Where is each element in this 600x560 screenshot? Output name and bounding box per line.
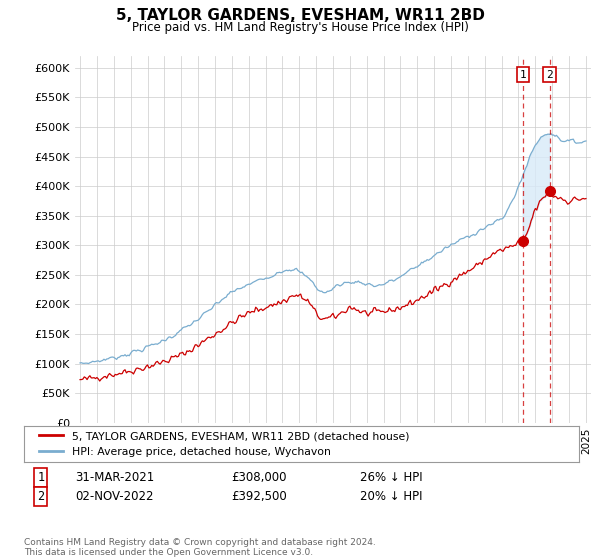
Text: 31-MAR-2021: 31-MAR-2021 bbox=[75, 470, 154, 484]
Text: Price paid vs. HM Land Registry's House Price Index (HPI): Price paid vs. HM Land Registry's House … bbox=[131, 21, 469, 34]
Text: £308,000: £308,000 bbox=[231, 470, 287, 484]
Text: 2: 2 bbox=[546, 69, 553, 80]
Text: 1: 1 bbox=[37, 470, 44, 484]
Text: 1: 1 bbox=[520, 69, 526, 80]
Text: 02-NOV-2022: 02-NOV-2022 bbox=[75, 490, 154, 503]
Legend: 5, TAYLOR GARDENS, EVESHAM, WR11 2BD (detached house), HPI: Average price, detac: 5, TAYLOR GARDENS, EVESHAM, WR11 2BD (de… bbox=[35, 427, 413, 461]
Text: Contains HM Land Registry data © Crown copyright and database right 2024.
This d: Contains HM Land Registry data © Crown c… bbox=[24, 538, 376, 557]
Text: 5, TAYLOR GARDENS, EVESHAM, WR11 2BD: 5, TAYLOR GARDENS, EVESHAM, WR11 2BD bbox=[116, 8, 484, 24]
Text: 2: 2 bbox=[37, 490, 44, 503]
Text: 20% ↓ HPI: 20% ↓ HPI bbox=[360, 490, 422, 503]
Text: £392,500: £392,500 bbox=[231, 490, 287, 503]
Text: 26% ↓ HPI: 26% ↓ HPI bbox=[360, 470, 422, 484]
